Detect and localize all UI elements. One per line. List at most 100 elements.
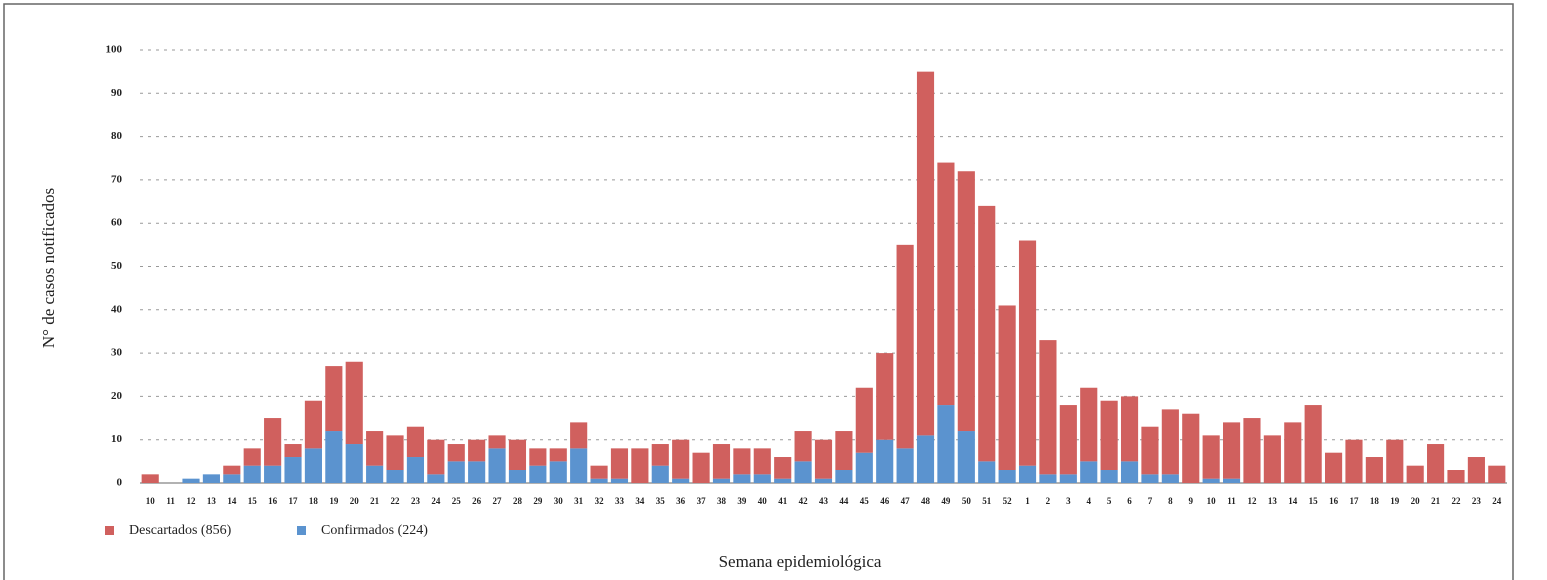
x-tick-label: 27 — [493, 496, 503, 506]
x-tick-label: 20 — [1411, 496, 1421, 506]
y-tick-label: 100 — [106, 44, 123, 56]
legend-label: Confirmados (224) — [321, 523, 428, 538]
x-tick-label: 32 — [595, 496, 605, 506]
bar-segment — [978, 205, 996, 462]
bar-segment — [447, 444, 465, 462]
x-tick-label: 22 — [391, 496, 401, 506]
x-tick-label: 33 — [615, 496, 625, 506]
bar-segment — [937, 405, 955, 483]
bar-segment — [672, 439, 690, 479]
bar-segment — [1427, 444, 1445, 483]
y-tick-label: 90 — [111, 87, 123, 99]
x-tick-label: 9 — [1189, 496, 1194, 506]
bar-segment — [447, 461, 465, 483]
bar-segment — [325, 366, 343, 432]
bar-segment — [366, 465, 384, 483]
bar-segment — [570, 448, 588, 483]
bar-segment — [284, 457, 302, 483]
y-tick-label: 0 — [117, 477, 123, 489]
x-tick-label: 16 — [1329, 496, 1339, 506]
bar-segment — [1039, 474, 1057, 483]
x-tick-label: 50 — [962, 496, 972, 506]
bar-segment — [1018, 465, 1037, 483]
bar-segment — [1202, 478, 1220, 483]
bar-segment — [304, 400, 322, 449]
bar-segment — [223, 465, 241, 475]
bar-segment — [488, 435, 506, 449]
bar-segment — [1447, 470, 1465, 483]
x-tick-label: 19 — [329, 496, 339, 506]
x-tick-label: 52 — [1003, 496, 1013, 506]
bar-segment — [468, 439, 486, 462]
x-tick-label: 6 — [1127, 496, 1132, 506]
x-tick-label: 15 — [248, 496, 258, 506]
bar-segment — [202, 474, 220, 483]
bar-segment — [386, 470, 404, 483]
x-tick-label: 17 — [289, 496, 299, 506]
x-tick-label: 13 — [207, 496, 217, 506]
x-axis-label: Semana epidemiológica — [719, 552, 882, 571]
bar-segment — [284, 444, 302, 458]
bar-segment — [916, 435, 935, 483]
x-tick-label: 16 — [268, 496, 278, 506]
bar-segment — [1100, 470, 1118, 483]
bar-segment — [610, 448, 629, 479]
x-tick-label: 17 — [1349, 496, 1359, 506]
bar-segment — [957, 431, 975, 483]
bar-segment — [1243, 418, 1261, 483]
bar-segment — [468, 461, 486, 483]
y-tick-label: 80 — [111, 130, 123, 142]
bar-segment — [978, 461, 996, 483]
bar-segment — [529, 465, 547, 483]
y-axis-label: N° de casos notificados — [39, 188, 58, 348]
bar-segment — [957, 171, 975, 432]
y-tick-label: 40 — [111, 303, 123, 315]
bar-segment — [243, 448, 261, 466]
x-tick-label: 34 — [635, 496, 645, 506]
bar-segment — [1222, 422, 1241, 479]
x-tick-label: 2 — [1046, 496, 1051, 506]
bar-segment — [1120, 396, 1139, 462]
x-tick-label: 46 — [880, 496, 890, 506]
bar-segment — [1100, 400, 1118, 471]
legend-label: Descartados (856) — [129, 523, 232, 538]
legend-swatch — [105, 526, 114, 535]
bar-segment — [1222, 478, 1241, 483]
x-tick-label: 12 — [1247, 496, 1257, 506]
x-tick-label: 4 — [1086, 496, 1091, 506]
x-tick-label: 11 — [166, 496, 175, 506]
y-tick-label: 30 — [111, 347, 123, 359]
bar-segment — [590, 478, 608, 483]
bar-segment — [998, 470, 1016, 483]
x-tick-label: 5 — [1107, 496, 1112, 506]
legend-swatch — [297, 526, 306, 535]
x-tick-label: 24 — [1492, 496, 1502, 506]
bar-segment — [1120, 461, 1139, 483]
bar-segment — [345, 444, 363, 483]
bar-segment — [529, 448, 547, 466]
x-tick-label: 37 — [697, 496, 707, 506]
bar-segment — [427, 439, 445, 475]
frame — [3, 3, 1514, 580]
bar-segment — [1467, 457, 1485, 483]
bar-segment — [733, 448, 751, 475]
x-tick-label: 20 — [350, 496, 360, 506]
bar-segment — [774, 457, 792, 479]
x-tick-label: 30 — [554, 496, 564, 506]
x-tick-label: 3 — [1066, 496, 1071, 506]
bar-segment — [835, 431, 853, 471]
bar-segment — [1161, 474, 1179, 483]
bar-segment — [876, 439, 894, 483]
bar-segment — [1161, 409, 1179, 475]
y-tick-label: 20 — [111, 390, 123, 402]
x-tick-label: 18 — [309, 496, 319, 506]
x-tick-label: 38 — [717, 496, 727, 506]
bar-segment — [1018, 240, 1037, 466]
x-tick-label: 51 — [982, 496, 992, 506]
x-tick-label: 12 — [187, 496, 197, 506]
x-tick-label: 35 — [656, 496, 666, 506]
bar-segment — [264, 418, 282, 466]
x-tick-label: 31 — [574, 496, 584, 506]
bar-segment — [896, 244, 914, 449]
